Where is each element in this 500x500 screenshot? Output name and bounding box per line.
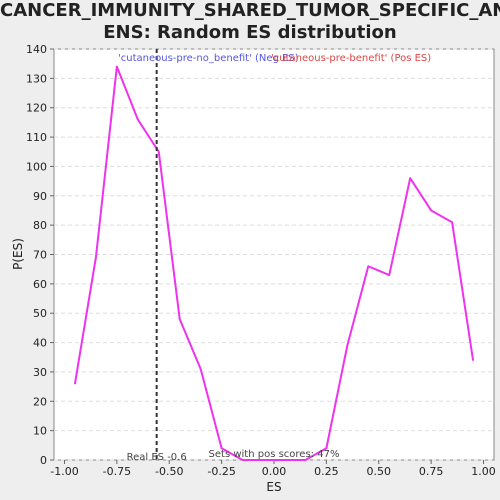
series-layer bbox=[73, 65, 475, 461]
chart-title-line2: ENS: Random ES distribution bbox=[103, 22, 397, 43]
y-tick-label: 90 bbox=[33, 190, 47, 203]
es-data-point bbox=[116, 65, 118, 68]
y-tick-label: 10 bbox=[33, 425, 47, 438]
es-data-point bbox=[178, 318, 181, 320]
y-tick-label: 0 bbox=[40, 454, 47, 467]
es-data-point bbox=[220, 447, 223, 450]
pos-scores-label: Sets with pos scores: 47% bbox=[209, 449, 340, 460]
es-data-point bbox=[74, 382, 76, 385]
es-data-point bbox=[346, 344, 349, 347]
es-data-point bbox=[325, 447, 328, 450]
y-tick-label: 110 bbox=[26, 131, 47, 144]
axis-layer: 0 10 20 30 40 50 60 70 80 90 100 110 120 130 140 -1.00 -… bbox=[26, 43, 496, 478]
es-data-point bbox=[283, 459, 286, 461]
y-tick-label: 20 bbox=[33, 395, 47, 408]
x-tick-label: -0.25 bbox=[207, 465, 235, 478]
y-tick-label: 120 bbox=[26, 102, 47, 115]
es-data-point bbox=[451, 221, 453, 224]
y-axis-label: P(ES) bbox=[11, 238, 25, 270]
es-data-point bbox=[409, 177, 411, 179]
es-data-point bbox=[262, 459, 265, 461]
es-data-point bbox=[472, 359, 474, 361]
annotation-layer: 'cutaneous-pre-no_benefit' (Neg ES)'cuta… bbox=[118, 49, 431, 463]
chart-title-line1: CANCER_IMMUNITY_SHARED_TUMOR_SPECIFIC_AN… bbox=[0, 0, 500, 21]
y-tick-label: 80 bbox=[33, 219, 47, 232]
es-data-point bbox=[199, 368, 202, 370]
es-distribution-line bbox=[73, 65, 475, 461]
x-tick-label: 0.00 bbox=[262, 465, 287, 478]
es-data-point bbox=[304, 459, 307, 461]
y-tick-label: 60 bbox=[33, 278, 47, 291]
x-tick-label: 0.25 bbox=[314, 465, 339, 478]
y-tick-label: 100 bbox=[26, 160, 47, 173]
y-tick-label: 70 bbox=[33, 249, 47, 262]
x-tick-label: 0.50 bbox=[367, 465, 392, 478]
y-tick-label: 50 bbox=[33, 307, 47, 320]
y-tick-label: 140 bbox=[26, 43, 47, 56]
es-data-point bbox=[241, 459, 244, 461]
x-tick-label: -0.50 bbox=[155, 465, 183, 478]
y-tick-label: 40 bbox=[33, 337, 47, 350]
es-data-point bbox=[430, 209, 432, 212]
y-tick-label: 30 bbox=[33, 366, 47, 379]
es-data-point bbox=[137, 118, 139, 121]
y-tick-label: 130 bbox=[26, 72, 47, 85]
es-data-point bbox=[388, 274, 391, 276]
es-data-point bbox=[157, 150, 160, 153]
pos-es-label: 'cutaneous-pre-benefit' (Pos ES) bbox=[271, 53, 431, 64]
x-axis-label: ES bbox=[266, 480, 281, 494]
neg-es-label: 'cutaneous-pre-no_benefit' (Neg ES) bbox=[118, 53, 299, 64]
x-tick-label: 0.75 bbox=[419, 465, 444, 478]
es-data-point bbox=[95, 256, 97, 259]
x-tick-label: 1.00 bbox=[471, 465, 496, 478]
real-es-label: Real ES -0.6 bbox=[127, 452, 187, 463]
x-tick-label: -1.00 bbox=[50, 465, 78, 478]
x-tick-label: -0.75 bbox=[103, 465, 131, 478]
chart-title: CANCER_IMMUNITY_SHARED_TUMOR_SPECIFIC_AN… bbox=[0, 0, 500, 44]
es-data-point bbox=[367, 265, 370, 268]
